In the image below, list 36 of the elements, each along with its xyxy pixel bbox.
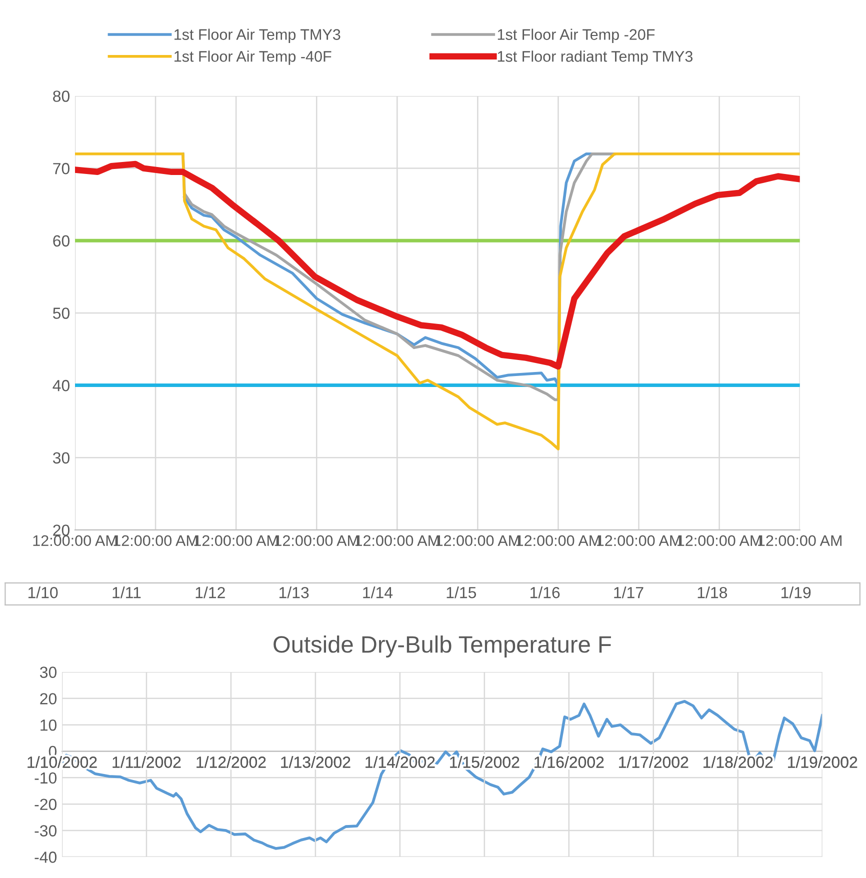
x-tick-label: 1/13/2002 [281,756,350,768]
text: 1/19 [782,586,811,598]
y-tick-label: 50 [53,308,70,319]
legend-label: 1st Floor Air Temp TMY3 [174,28,340,43]
x-tick-label: 1/19/2002 [788,756,858,768]
y-tick-label: 10 [40,719,57,731]
y-tick-label: 20 [40,693,57,704]
y-tick-label: -30 [34,825,57,836]
x-tick-label: 1/11/2002 [112,756,181,768]
y-tick-label: 30 [40,666,57,678]
text: 1/13 [279,586,309,598]
x-tick-label: 1/17/2002 [619,756,688,768]
line-series [74,152,800,450]
x-tick-label: 1/18/2002 [704,756,773,768]
text: 1/14 [363,586,393,598]
y-tick-label: 40 [52,380,70,392]
y-tick-label: 70 [53,162,70,174]
text: 1/12 [196,586,225,598]
y-tick-label: -10 [34,772,57,784]
y-tick-label: -20 [34,798,57,810]
y-tick-label: 20 [53,524,70,536]
text: 1/17 [614,586,644,598]
legend-label: 1st Floor Air Temp -40F [174,50,332,65]
legend-label: 1st Floor Air Temp -20F [498,28,655,43]
text: 1/11 [112,586,141,598]
text: 1/18 [698,586,728,598]
text: 1/10 [28,586,58,598]
chart-title: Outside Dry-Bulb Temperature F [274,635,611,658]
y-tick-label: -40 [34,852,57,863]
text: 1/16 [530,586,560,598]
y-tick-label: 80 [53,90,70,102]
y-tick-label: 60 [53,235,70,247]
x-tick-label: 1/12/2002 [196,756,266,768]
legend-label: 1st Floor radiant Temp TMY3 [498,50,693,65]
text: 1/15 [446,586,476,598]
y-tick-label: 30 [52,452,70,464]
